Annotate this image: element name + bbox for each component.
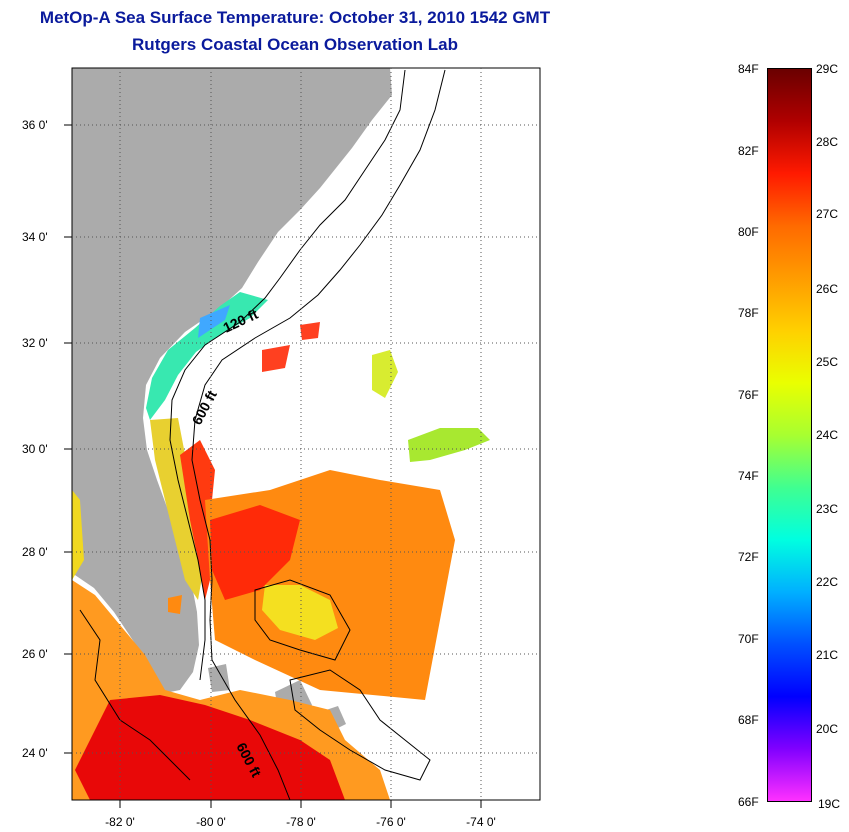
colorbar-label-f: 84F (738, 62, 759, 76)
sst-patch-orange (168, 595, 182, 614)
lat-label: 24 0' (22, 746, 48, 760)
sst-keys-red (75, 695, 345, 800)
colorbar-label-c: 21C (816, 648, 839, 662)
colorbar-label-f: 66F (738, 795, 759, 809)
lat-label: 34 0' (22, 230, 48, 244)
lon-label: -82 0' (105, 815, 135, 829)
sst-patch-red-2 (262, 345, 290, 372)
lon-label: -76 0' (376, 815, 406, 829)
colorbar-label-f: 76F (738, 388, 759, 402)
sst-north-green (408, 428, 490, 462)
colorbar-label-c: 28C (816, 135, 839, 149)
colorbar-label-f: 78F (738, 306, 759, 320)
lat-label: 28 0' (22, 545, 48, 559)
land-usa (72, 68, 392, 693)
colorbar-label-f: 70F (738, 632, 759, 646)
land-bahamas-3 (208, 664, 230, 692)
colorbar-label-c: 24C (816, 428, 839, 442)
frame-ticks (64, 124, 482, 808)
colorbar-label-c: 29C (816, 62, 839, 76)
colorbar-label-c: 27C (816, 207, 839, 221)
sst-north-yellow (372, 350, 398, 398)
temperature-colorbar (767, 68, 812, 802)
map-title: MetOp-A Sea Surface Temperature: October… (39, 8, 551, 27)
map-subtitle: Rutgers Coastal Ocean Observation Lab (132, 35, 458, 54)
sst-coastal-fl-yellow (150, 418, 205, 600)
isobath-120ft (169, 69, 406, 681)
colorbar-label-c: 20C (816, 722, 839, 736)
sst-gulfstream (180, 440, 215, 600)
colorbar-label-f: 74F (738, 469, 759, 483)
contour-bahamas (254, 579, 351, 661)
contour-bahamas-2 (289, 669, 431, 781)
sst-coastal-ga-blue (198, 305, 230, 338)
colorbar-label-f: 68F (738, 713, 759, 727)
sst-patch-red (300, 322, 320, 340)
colorbar-label-c: 22C (816, 575, 839, 589)
colorbar-label-c: 26C (816, 282, 839, 296)
lon-label: -80 0' (196, 815, 226, 829)
lon-label: -74 0' (466, 815, 496, 829)
sst-bahamas-yellow (262, 585, 338, 640)
colorbar-label-c: 19C (818, 797, 841, 811)
sst-gulf-yellow (72, 490, 84, 580)
lon-label: -78 0' (286, 815, 316, 829)
lat-label: 30 0' (22, 442, 48, 456)
lat-label: 26 0' (22, 647, 48, 661)
lat-label: 32 0' (22, 336, 48, 350)
isobath-600ft (191, 69, 446, 800)
isobath-label-600ft: 600 ft (189, 387, 220, 427)
lat-label: 36 0' (22, 118, 48, 132)
colorbar-label-c: 25C (816, 355, 839, 369)
colorbar-label-f: 72F (738, 550, 759, 564)
colorbar-label-c: 23C (816, 502, 839, 516)
sst-offshore-red (210, 505, 300, 600)
map-frame (71, 67, 541, 801)
colorbar-label-f: 80F (738, 225, 759, 239)
colorbar-label-f: 82F (738, 144, 759, 158)
